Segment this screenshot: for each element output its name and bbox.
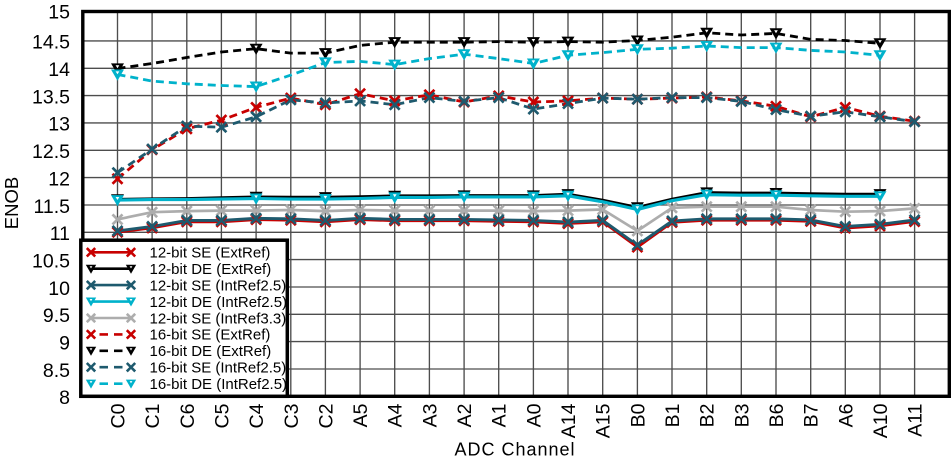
svg-text:B3: B3 [731,404,753,428]
svg-text:A14: A14 [558,403,580,438]
svg-text:C3: C3 [281,404,303,429]
svg-text:11.5: 11.5 [33,196,70,218]
svg-text:A11: A11 [905,404,927,437]
svg-text:A5: A5 [350,403,372,427]
svg-text:A6: A6 [835,404,857,428]
svg-text:12-bit SE (IntRef3.3): 12-bit SE (IntRef3.3) [150,310,287,327]
svg-text:12-bit SE (IntRef2.5): 12-bit SE (IntRef2.5) [150,277,287,294]
svg-text:B7: B7 [801,404,823,428]
svg-text:C6: C6 [177,404,199,429]
svg-text:16-bit DE (IntRef2.5): 16-bit DE (IntRef2.5) [150,376,288,393]
svg-text:16-bit SE (IntRef2.5): 16-bit SE (IntRef2.5) [150,360,287,377]
svg-text:B1: B1 [662,404,684,428]
svg-text:A1: A1 [489,404,511,428]
svg-text:C0: C0 [108,403,130,428]
svg-text:8: 8 [59,387,70,409]
svg-text:11: 11 [50,223,70,245]
svg-text:A2: A2 [454,404,476,428]
svg-text:13: 13 [48,114,70,136]
svg-text:A0: A0 [523,403,545,427]
svg-text:9.5: 9.5 [43,305,70,327]
svg-text:B6: B6 [766,404,788,428]
svg-text:10: 10 [48,278,70,300]
svg-text:14: 14 [48,59,70,81]
svg-text:A15: A15 [593,403,615,438]
svg-text:12.5: 12.5 [32,141,70,163]
svg-text:16-bit SE (ExtRef): 16-bit SE (ExtRef) [150,327,271,344]
svg-text:A10: A10 [870,403,892,438]
svg-text:15: 15 [48,1,70,23]
svg-text:16-bit DE (ExtRef): 16-bit DE (ExtRef) [150,343,272,360]
svg-text:14.5: 14.5 [32,32,70,54]
svg-text:A4: A4 [385,403,407,427]
svg-text:C1: C1 [142,404,164,429]
svg-text:B2: B2 [697,404,719,428]
svg-text:13.5: 13.5 [32,86,70,108]
svg-text:C2: C2 [315,404,337,429]
svg-text:B0: B0 [627,403,649,427]
svg-text:ADC Channel: ADC Channel [454,440,575,460]
svg-text:9: 9 [59,332,70,354]
svg-text:8.5: 8.5 [43,360,70,382]
svg-text:C5: C5 [211,403,233,428]
svg-text:A3: A3 [419,404,441,428]
svg-text:10.5: 10.5 [32,250,70,272]
svg-text:ENOB: ENOB [1,177,22,229]
svg-text:12: 12 [48,168,70,190]
svg-text:C4: C4 [246,403,268,428]
svg-text:12-bit DE (IntRef2.5): 12-bit DE (IntRef2.5) [150,294,288,311]
svg-text:12-bit SE (ExtRef): 12-bit SE (ExtRef) [150,245,271,262]
svg-text:12-bit DE (ExtRef): 12-bit DE (ExtRef) [150,261,272,278]
